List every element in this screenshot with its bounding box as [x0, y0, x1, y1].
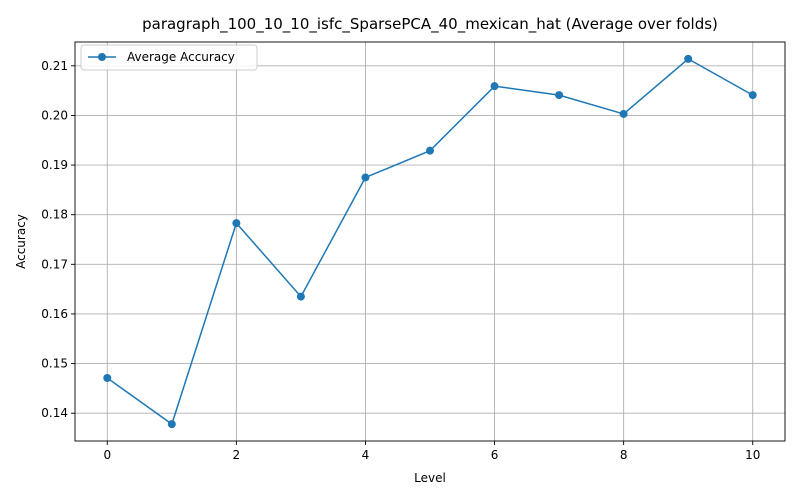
x-tick-label: 6 — [491, 448, 499, 462]
y-tick-label: 0.15 — [41, 357, 68, 371]
y-tick-label: 0.16 — [41, 307, 68, 321]
data-point — [555, 91, 564, 100]
legend-label: Average Accuracy — [127, 50, 235, 64]
data-point — [296, 292, 305, 301]
y-tick-label: 0.21 — [41, 59, 68, 73]
data-point — [426, 146, 434, 155]
y-tick-label: 0.19 — [41, 158, 68, 172]
data-point — [167, 420, 176, 429]
series-layer — [103, 54, 757, 429]
y-tick-label: 0.18 — [41, 208, 68, 222]
y-axis: 0.14 0.15 0.16 0.17 0.18 0.19 0.20 0.21 — [41, 59, 75, 420]
y-axis-label: Accuracy — [14, 214, 28, 269]
grid — [75, 42, 785, 441]
y-tick-label: 0.14 — [41, 406, 68, 420]
x-axis: 0 2 4 6 8 10 — [103, 441, 760, 462]
plot-frame — [74, 41, 786, 442]
x-tick-label: 0 — [103, 448, 111, 462]
data-point — [232, 219, 241, 228]
data-point — [748, 91, 757, 100]
legend: Average Accuracy — [80, 44, 258, 71]
data-point — [490, 82, 499, 91]
data-point — [103, 373, 112, 382]
chart-title: paragraph_100_10_10_isfc_SparsePCA_40_me… — [142, 15, 718, 34]
x-tick-label: 8 — [620, 448, 628, 462]
y-tick-label: 0.20 — [41, 108, 68, 122]
data-point — [361, 173, 370, 182]
data-point — [619, 109, 628, 118]
x-tick-label: 10 — [745, 448, 760, 462]
x-tick-label: 4 — [362, 448, 370, 462]
legend-box — [80, 44, 258, 71]
series-line — [106, 57, 754, 426]
y-tick-label: 0.17 — [41, 257, 68, 271]
x-tick-label: 2 — [233, 448, 241, 462]
data-point — [684, 54, 693, 63]
x-axis-label: Level — [414, 471, 446, 485]
legend-marker-swatch — [98, 53, 106, 61]
